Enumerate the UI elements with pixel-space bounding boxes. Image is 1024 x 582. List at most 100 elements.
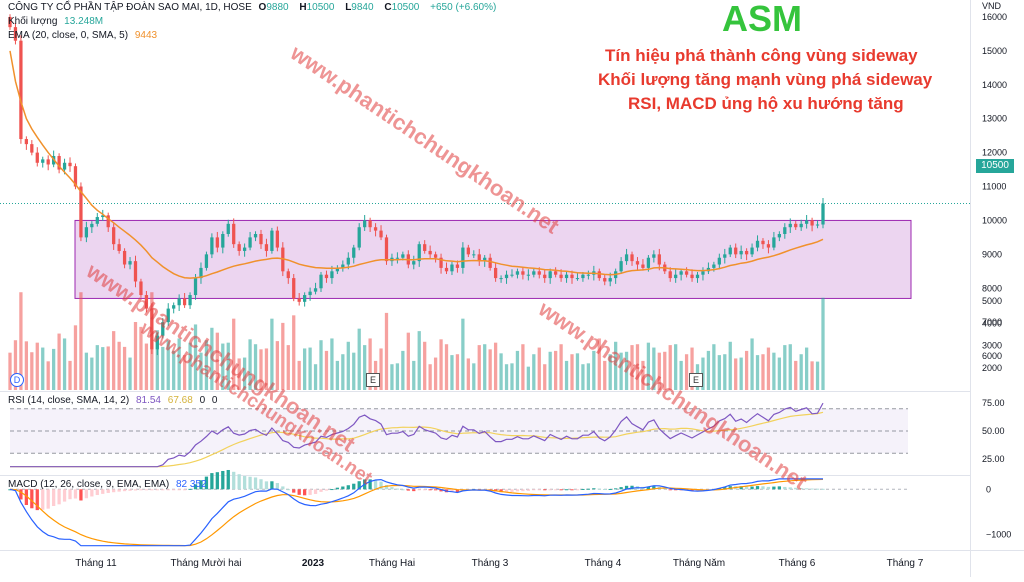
candle-body (13, 27, 18, 41)
axes-layer: 6000 7000 8000 9000 10000 11000 12000 13000 1400… (75, 1, 1011, 569)
candle-body (472, 254, 476, 256)
volume-bar (777, 357, 781, 390)
volume-bar (717, 355, 721, 390)
macd-histogram-bar (543, 489, 547, 491)
macd-histogram-bar (84, 489, 89, 499)
candle-body (821, 203, 825, 225)
candle-body (695, 274, 700, 279)
macd-histogram-bar (226, 469, 230, 490)
candle-body (8, 16, 12, 28)
candle-body (794, 223, 798, 228)
macd-histogram-bar (346, 485, 350, 490)
volume-bar (635, 344, 640, 390)
candle-body (783, 227, 787, 234)
volume-bar (401, 350, 405, 390)
price-tick-label: 7000 (982, 317, 1002, 327)
volume-bar (499, 353, 503, 390)
volume-bar (619, 352, 623, 390)
macd-histogram-bar (106, 489, 110, 493)
macd-histogram-bar (259, 479, 263, 490)
macd-histogram-bar (406, 489, 410, 491)
volume-bar (810, 361, 814, 390)
volume-bar (734, 358, 738, 390)
macd-histogram-bar (275, 483, 279, 490)
macd-histogram-bar (182, 489, 187, 491)
volume-bar (706, 350, 711, 390)
volume-bar (652, 347, 656, 390)
macd-histogram-bar (821, 488, 825, 490)
volume-bar (723, 354, 727, 390)
candle-body (275, 230, 279, 248)
candle-body (739, 250, 743, 255)
volume-bar (684, 354, 689, 390)
candle-body (668, 271, 672, 279)
volume-bar (292, 315, 296, 390)
low-value: L9840 (345, 2, 374, 13)
candle-body (521, 271, 525, 275)
sideway-zone-box[interactable] (74, 219, 912, 299)
volume-bar (417, 331, 421, 390)
candle-body (510, 274, 514, 276)
candle-body (799, 223, 803, 228)
volume-bar (177, 338, 181, 390)
volume-bar (788, 344, 792, 390)
candle-body (30, 144, 34, 153)
volume-bar (472, 363, 476, 390)
volume-bar (597, 338, 601, 390)
macd-tick-label: −1000 (986, 529, 1011, 539)
volume-bar (384, 312, 389, 390)
macd-histogram-bar (253, 477, 258, 490)
volume-bar (548, 351, 552, 390)
candle-body (597, 271, 601, 279)
volume-bar (750, 338, 754, 390)
volume-bar (193, 324, 198, 390)
volume-bar (526, 366, 530, 390)
macd-histogram-bar (554, 489, 558, 491)
candle-body (384, 237, 389, 262)
candle-body (619, 261, 623, 272)
volume-bar (188, 342, 192, 390)
candle-body (248, 237, 252, 248)
macd-histogram-bar (139, 489, 143, 491)
candle-body (559, 274, 563, 279)
macd-histogram-bar (788, 487, 792, 490)
macd-histogram-bar (133, 489, 138, 491)
price-tick-label: 9000 (982, 249, 1002, 259)
candles-layer (8, 14, 825, 356)
macd-histogram-bar (281, 486, 285, 490)
candle-body (423, 244, 427, 251)
macd-histogram-bar (450, 489, 454, 493)
price-tick-label: 13000 (982, 114, 1007, 124)
macd-histogram-bar (597, 488, 601, 490)
macd-histogram-bar (384, 485, 389, 490)
candle-body (750, 247, 754, 255)
volume-bar (204, 340, 209, 390)
dividend-marker[interactable]: D (10, 373, 24, 387)
macd-histogram-bar (286, 489, 290, 491)
time-tick-label: 2023 (302, 558, 325, 569)
macd-line (9, 478, 823, 547)
volume-tick-label: 5000 (982, 296, 1002, 306)
candle-body (744, 250, 749, 255)
rsi-layer (10, 402, 908, 468)
candle-body (543, 274, 547, 279)
macd-histogram-bar (204, 476, 209, 490)
earnings-marker-2[interactable]: E (689, 373, 703, 387)
candle-body (766, 244, 771, 248)
candle-body (684, 271, 689, 275)
macd-histogram-bar (619, 487, 623, 490)
candle-body (548, 271, 552, 279)
earnings-marker-1[interactable]: E (366, 373, 380, 387)
volume-bar (330, 338, 334, 390)
volume-bar (668, 345, 672, 390)
volume-bar (117, 341, 121, 390)
volume-bar (215, 332, 219, 390)
open-value: O9880 (258, 2, 289, 13)
candle-body (788, 223, 792, 228)
volume-bar (281, 322, 285, 390)
macd-layer (8, 469, 908, 547)
close-value: C10500 (384, 2, 420, 13)
volume-bar (313, 364, 318, 390)
